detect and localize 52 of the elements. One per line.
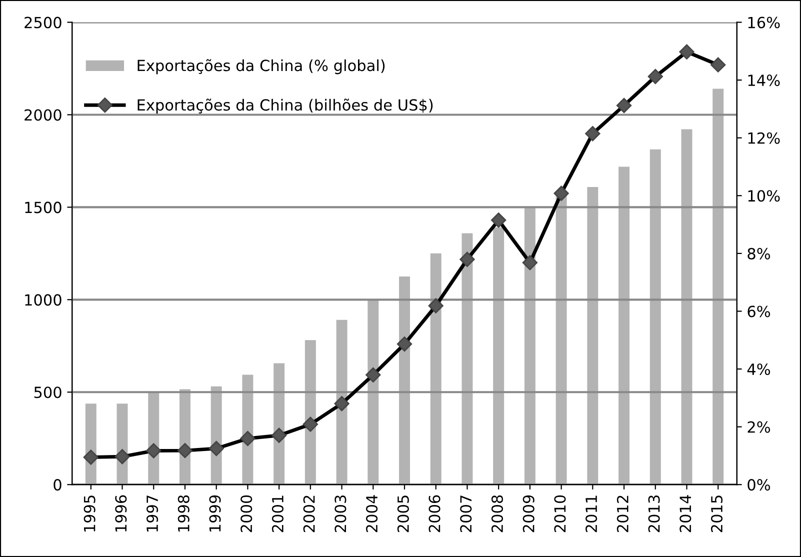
x-tick-label: 1997 (146, 496, 158, 532)
x-tick-label: 2014 (680, 495, 692, 532)
x-tick-label: 2004 (366, 495, 378, 532)
legend-label: Exportações da China (% global) (138, 59, 385, 74)
bar (618, 166, 630, 485)
y-tick-label: 1000 (25, 294, 62, 306)
bar (462, 233, 473, 485)
x-tick-label: 1996 (115, 495, 127, 532)
y2-tick-label: 6% (748, 306, 770, 318)
y2-tick-label: 0% (748, 479, 770, 491)
x-tick-label: 2012 (616, 496, 628, 532)
bar (430, 253, 442, 485)
y-tick-label: 1500 (25, 202, 62, 214)
x-tick-label: 2007 (460, 496, 472, 532)
y2-tick-label: 12% (748, 132, 780, 144)
bar (587, 186, 598, 485)
y2-tick-label: 10% (748, 190, 780, 202)
y-tick-label: 2500 (24, 16, 62, 28)
x-tick-label: 2015 (710, 496, 723, 532)
x-tick-label: 2003 (334, 496, 346, 532)
legend-label: Exportações da China (bilhões de US$) (138, 98, 433, 114)
x-tick-label: 2002 (303, 496, 315, 532)
x-tick-label: 2008 (491, 495, 504, 532)
x-tick-label: 1999 (209, 495, 221, 532)
y-tick-label: 2000 (24, 109, 62, 121)
bar (524, 207, 536, 485)
bar (336, 320, 348, 485)
y2-tick-label: 16% (748, 16, 780, 28)
y-tick-label: 0 (54, 479, 62, 491)
bar (681, 129, 692, 485)
bar (493, 227, 504, 485)
bar (304, 340, 316, 485)
y2-tick-label: 4% (747, 363, 770, 376)
x-tick-label: 1995 (84, 496, 96, 532)
bar (650, 149, 661, 485)
bar (556, 196, 567, 485)
y-tick-label: 500 (34, 386, 62, 398)
x-tick-label: 2011 (586, 496, 598, 532)
x-tick-label: 2009 (522, 495, 534, 532)
bar (712, 88, 724, 485)
x-tick-label: 2005 (397, 496, 409, 532)
y2-tick-label: 2% (748, 421, 770, 433)
y2-tick-label: 8% (748, 248, 770, 260)
x-tick-label: 2006 (428, 495, 440, 532)
y2-tick-label: 14% (748, 74, 780, 86)
x-tick-label: 1998 (178, 495, 190, 532)
x-tick-label: 2000 (240, 495, 252, 532)
x-tick-label: 2013 (648, 496, 660, 532)
x-tick-label: 2010 (554, 495, 566, 532)
x-tick-label: 2001 (272, 496, 284, 532)
bar (399, 276, 410, 485)
bar (368, 300, 379, 485)
